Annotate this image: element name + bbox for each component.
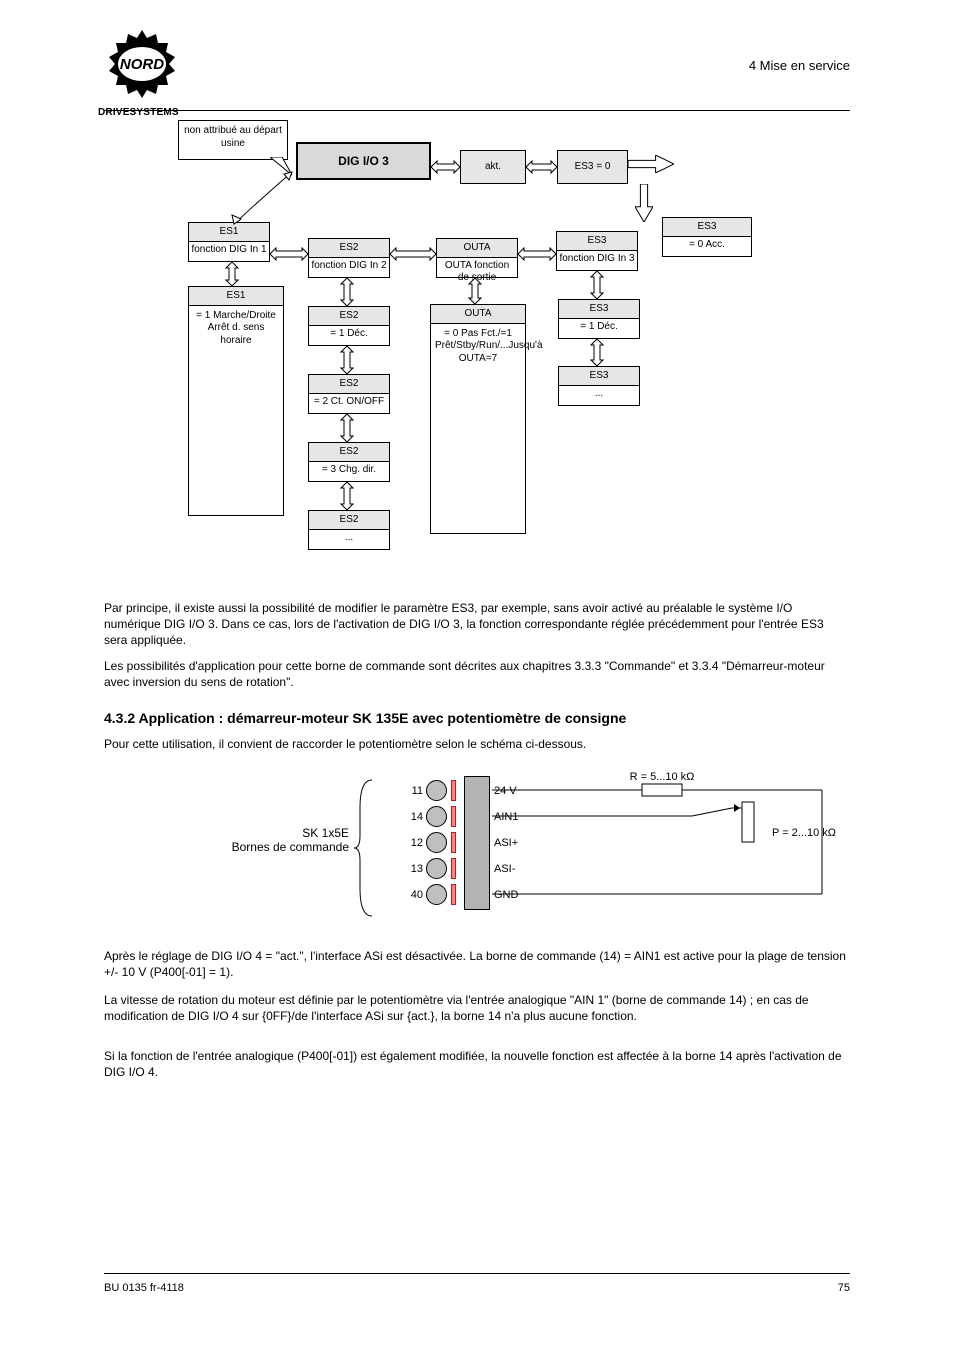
body-para-3: Si la fonction de l'entrée analogique (P… <box>104 1048 850 1080</box>
flow-arrow-icon <box>628 155 674 173</box>
flow-arrow-icon <box>270 247 308 261</box>
flow-paragraph-1: Les possibilités d'application pour cett… <box>104 658 850 690</box>
flow-arrow-icon <box>518 247 556 261</box>
footer-rule <box>104 1273 850 1274</box>
svg-text:NORD: NORD <box>120 56 164 73</box>
flow-box-d3_fn: ES3fonction DIG In 3 <box>556 231 638 271</box>
flow-box-d2_fn: ES2fonction DIG In 2 <box>308 238 390 278</box>
footer-right: 75 <box>838 1282 850 1294</box>
header-rule <box>104 110 850 111</box>
flow-arrow-icon <box>526 160 557 174</box>
section-heading-4-3-2: 4.3.2 Application : démarreur-moteur SK … <box>104 710 626 726</box>
wiring-schematic-icon: R = 5...10 kΩ P = 2...10 kΩ <box>492 772 852 932</box>
flow-box-d1_fn: ES1fonction DIG In 1 <box>188 222 270 262</box>
body-para-2: La vitesse de rotation du moteur est déf… <box>104 992 850 1024</box>
flow-box-d3_label: DIG I/O 3 <box>296 142 431 180</box>
flow-paragraph-0: Par principe, il existe aussi la possibi… <box>104 600 850 649</box>
flow-arrow-icon <box>340 278 354 306</box>
flow-box-d1_val: ES1= 1 Marche/Droite Arrêt d. sens horai… <box>188 286 284 516</box>
flowchart: non attribué au départ usineDIG I/O 3 akt… <box>104 114 850 584</box>
flow-box-d2_chg: ES2= 3 Chg. dir. <box>308 442 390 482</box>
page-section-label: 4 Mise en service <box>749 58 850 73</box>
flow-box-ao_list: OUTA= 0 Pas Fct./=1 Prêt/Stby/Run/...Jus… <box>430 304 526 534</box>
flow-box-d2_ct: ES2= 2 Ct. ON/OFF <box>308 374 390 414</box>
flow-box-d3_shortcut: ES3= 1 Déc. <box>558 299 640 339</box>
footer-left: BU 0135 fr-4118 <box>104 1282 184 1294</box>
flow-arrow-icon <box>635 184 653 222</box>
flow-box-d3_none: ES3... <box>558 366 640 406</box>
logo-gear-icon: NORD <box>98 24 186 104</box>
flow-arrow-icon <box>431 160 460 174</box>
svg-text:P = 2...10 kΩ: P = 2...10 kΩ <box>772 827 836 839</box>
wiring-diagram: SK 1x5E Bornes de commande1124 V14AIN112… <box>364 766 844 936</box>
flow-arrow-icon <box>340 346 354 374</box>
flow-box-es3_acc: ES3= 0 Acc. <box>662 217 752 257</box>
flow-box-akt: akt. <box>460 150 526 184</box>
flow-arrow-icon <box>340 414 354 442</box>
flow-box-es3_0: ES3 = 0 <box>557 150 628 184</box>
body-para-1: Après le réglage de DIG I/O 4 = "act.", … <box>104 948 850 980</box>
flow-box-ao_fn: OUTAOUTA fonction de sortie <box>436 238 518 278</box>
section-intro-text: Pour cette utilisation, il convient de r… <box>104 736 850 752</box>
flow-arrow-icon <box>340 482 354 510</box>
svg-text:R = 5...10 kΩ: R = 5...10 kΩ <box>630 772 695 783</box>
flow-arrow-icon <box>590 339 604 366</box>
flow-arrow-icon <box>390 247 436 261</box>
logo: NORD DRIVESYSTEMS <box>98 24 186 118</box>
flow-callout: non attribué au départ usine <box>178 120 288 160</box>
flow-box-d2_none: ES2... <box>308 510 390 550</box>
flow-arrow-icon <box>225 262 239 286</box>
flow-box-d2_dec: ES2= 1 Déc. <box>308 306 390 346</box>
brace-icon <box>354 778 374 918</box>
wiring-brace-label: SK 1x5E Bornes de commande <box>209 826 349 854</box>
flow-arrow-icon <box>590 271 604 299</box>
